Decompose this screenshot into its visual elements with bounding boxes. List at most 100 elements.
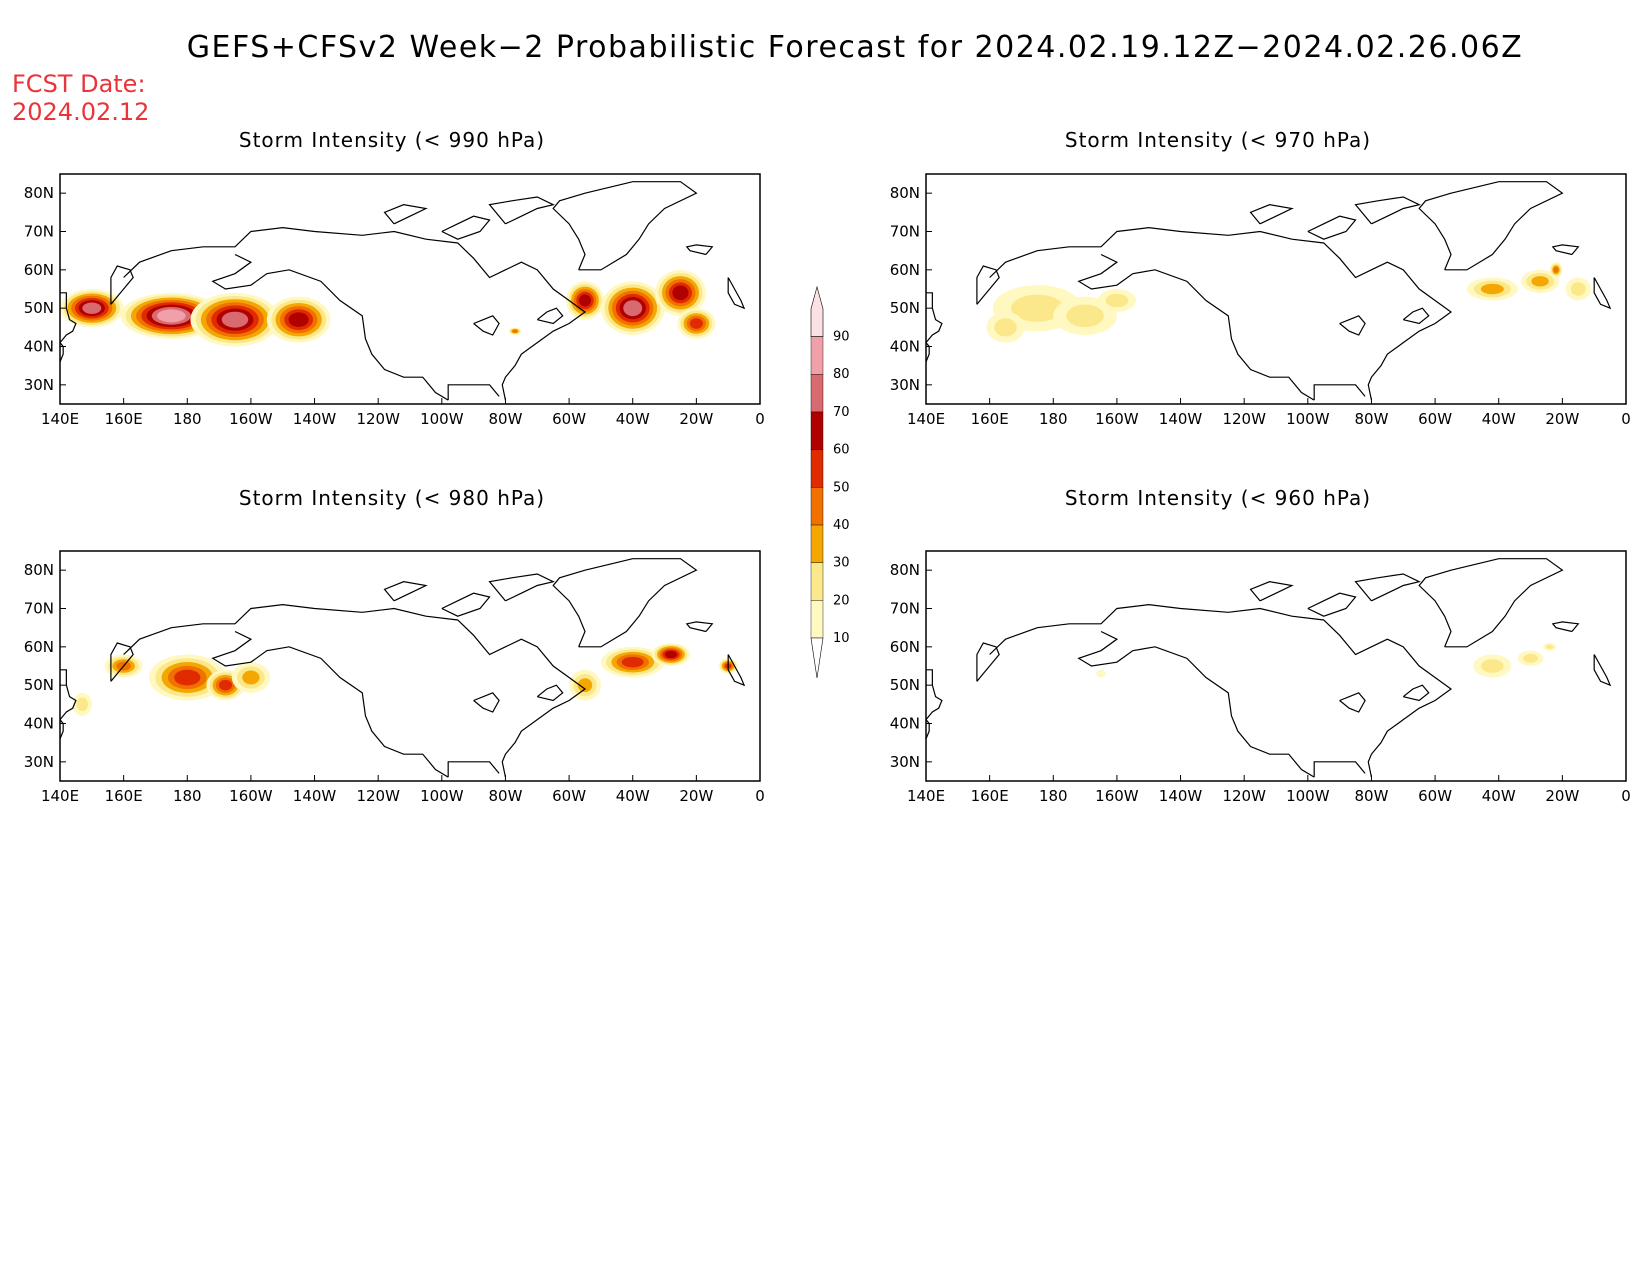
x-tick-label: 120W bbox=[1222, 410, 1266, 428]
x-tick-label: 160E bbox=[105, 410, 143, 428]
coastline-0 bbox=[989, 227, 1453, 401]
prob-contour-1-1 bbox=[1523, 653, 1539, 663]
x-tick-label: 0 bbox=[1621, 410, 1631, 428]
coastline-5 bbox=[1593, 277, 1612, 310]
x-tick-label: 20W bbox=[1545, 410, 1579, 428]
coastline-7 bbox=[926, 719, 930, 740]
x-tick-label: 140W bbox=[293, 410, 337, 428]
main-title: GEFS+CFSv2 Week−2 Probabilistic Forecast… bbox=[186, 30, 1524, 65]
coastline-11 bbox=[1249, 204, 1294, 225]
x-tick-label: 40W bbox=[1482, 787, 1516, 805]
map-frame bbox=[59, 550, 761, 782]
probability-shading bbox=[986, 262, 1591, 343]
coastline-5 bbox=[727, 277, 746, 310]
coastline-9 bbox=[441, 215, 491, 240]
colorbar-label: 70 bbox=[833, 405, 850, 420]
colorbar-swatch bbox=[810, 374, 824, 413]
coastline-10 bbox=[1354, 196, 1421, 225]
y-tick-label: 80N bbox=[24, 184, 54, 202]
coastline-4 bbox=[685, 244, 714, 256]
y-tick-label: 30N bbox=[890, 376, 920, 394]
x-tick-label: 160E bbox=[971, 410, 1009, 428]
x-tick-label: 60W bbox=[552, 787, 586, 805]
colorbar-swatch bbox=[810, 600, 824, 639]
x-tick-label: 20W bbox=[679, 410, 713, 428]
map-panel-970: 140E 160E 180 160W 140W 120W 100W 80W 60W 40W 20W 0… bbox=[890, 173, 1631, 428]
prob-contour-1-1 bbox=[994, 318, 1017, 337]
prob-contour-0-7 bbox=[156, 309, 186, 323]
x-tick-label: 120W bbox=[356, 410, 400, 428]
x-tick-label: 140E bbox=[41, 410, 79, 428]
colorbar-lower-cap bbox=[810, 637, 824, 679]
y-tick-label: 60N bbox=[890, 261, 920, 279]
coastline-9 bbox=[441, 592, 491, 617]
coastline-9 bbox=[1307, 592, 1357, 617]
coastline-2 bbox=[211, 630, 449, 778]
coastline-5 bbox=[1593, 654, 1612, 687]
map-frame bbox=[925, 173, 1627, 405]
x-tick-label: 80W bbox=[488, 410, 522, 428]
map-frame bbox=[59, 173, 761, 405]
x-tick-label: 160E bbox=[971, 787, 1009, 805]
coastlines bbox=[60, 558, 746, 778]
coastline-11 bbox=[383, 204, 428, 225]
colorbar-swatch bbox=[810, 411, 824, 450]
panel-title-990: Storm Intensity (< 990 hPa) bbox=[238, 128, 546, 152]
x-tick-label: 160E bbox=[105, 787, 143, 805]
coastline-10 bbox=[1354, 573, 1421, 602]
coastline-3 bbox=[1418, 558, 1564, 648]
coastline-13 bbox=[1402, 307, 1430, 325]
colorbar-label: 30 bbox=[833, 556, 850, 571]
x-tick-label: 100W bbox=[1286, 410, 1330, 428]
coastline-8 bbox=[110, 265, 134, 305]
prob-contour-7-1 bbox=[1570, 282, 1586, 296]
map-panel-990: 140E 160E 180 160W 140W 120W 100W 80W 60W 40W 20W 0… bbox=[24, 173, 765, 428]
y-tick-label: 80N bbox=[890, 184, 920, 202]
y-tick-label: 70N bbox=[890, 223, 920, 241]
colorbar-label: 60 bbox=[833, 443, 850, 458]
x-tick-label: 0 bbox=[1621, 787, 1631, 805]
prob-contour-4-4 bbox=[621, 656, 644, 668]
x-tick-label: 160W bbox=[229, 787, 273, 805]
coastline-4 bbox=[685, 621, 714, 633]
x-tick-label: 100W bbox=[420, 410, 464, 428]
fcst-date-value: 2024.02.12 bbox=[12, 98, 150, 126]
colorbar-label: 90 bbox=[833, 330, 850, 345]
probability-shading bbox=[1096, 643, 1556, 678]
coastline-11 bbox=[1249, 581, 1294, 602]
colorbar-swatch bbox=[810, 487, 824, 526]
y-tick-label: 60N bbox=[24, 261, 54, 279]
x-tick-label: 60W bbox=[552, 410, 586, 428]
prob-contour-7-2 bbox=[577, 678, 593, 693]
x-tick-label: 80W bbox=[488, 787, 522, 805]
x-tick-label: 80W bbox=[1354, 410, 1388, 428]
probability-shading bbox=[72, 643, 738, 716]
prob-contour-1-4 bbox=[218, 679, 233, 691]
coastline-6 bbox=[926, 669, 943, 721]
y-tick-label: 40N bbox=[24, 715, 54, 733]
x-tick-label: 40W bbox=[616, 410, 650, 428]
coastline-8 bbox=[976, 642, 1000, 682]
prob-contour-4-6 bbox=[623, 300, 643, 317]
coastline-4 bbox=[1551, 244, 1580, 256]
x-tick-label: 140W bbox=[1159, 410, 1203, 428]
x-tick-label: 40W bbox=[1482, 410, 1516, 428]
colorbar-cap bbox=[810, 285, 824, 337]
x-tick-label: 120W bbox=[1222, 787, 1266, 805]
coastline-12 bbox=[1339, 315, 1366, 336]
coastlines bbox=[926, 558, 1612, 778]
colorbar-label: 40 bbox=[833, 518, 850, 533]
x-tick-label: 60W bbox=[1418, 787, 1452, 805]
colorbar-label: 80 bbox=[833, 367, 850, 382]
prob-contour-3-2 bbox=[242, 670, 260, 685]
colorbar-label: 20 bbox=[833, 593, 850, 608]
x-tick-label: 20W bbox=[679, 787, 713, 805]
panel-title-970: Storm Intensity (< 970 hPa) bbox=[1064, 128, 1372, 152]
prob-contour-2-1 bbox=[1545, 644, 1554, 650]
y-tick-label: 50N bbox=[890, 299, 920, 317]
coastline-3 bbox=[1418, 181, 1564, 271]
prob-contour-3-5 bbox=[288, 312, 309, 327]
prob-contour-4-2 bbox=[1480, 283, 1504, 295]
prob-contour-2-6 bbox=[221, 311, 249, 328]
prob-contour-1-6 bbox=[82, 302, 102, 314]
